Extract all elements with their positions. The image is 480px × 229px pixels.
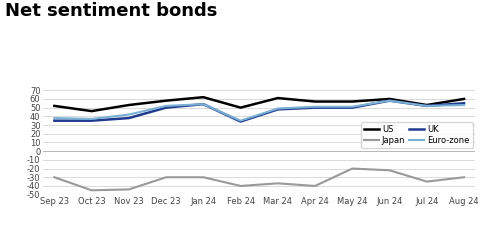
Legend: US, Japan, UK, Euro-zone: US, Japan, UK, Euro-zone	[361, 122, 473, 148]
Text: Net sentiment bonds: Net sentiment bonds	[5, 2, 217, 20]
